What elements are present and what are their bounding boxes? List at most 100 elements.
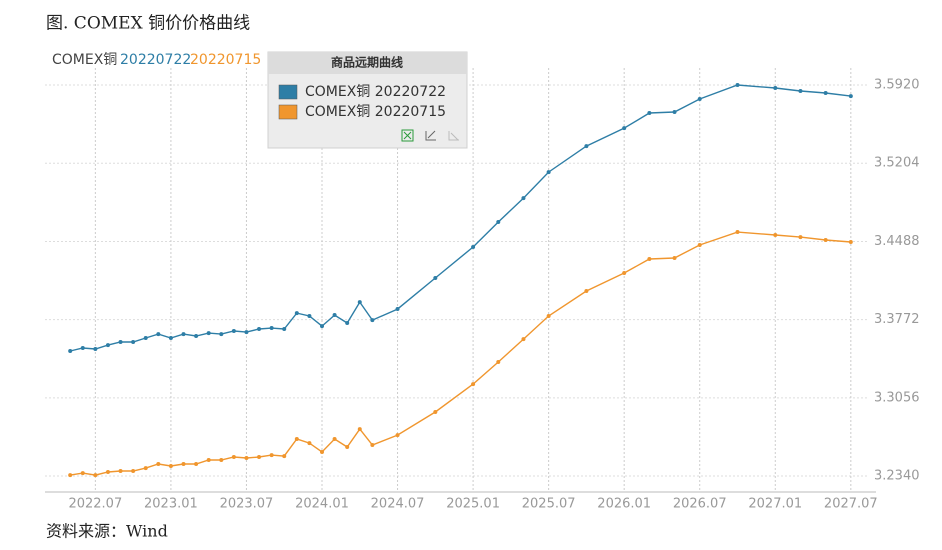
point [143, 466, 148, 471]
y-tick-label: 3.5204 [874, 156, 920, 171]
point [798, 89, 803, 94]
x-tick-label: 2024.01 [295, 497, 349, 512]
point [294, 437, 299, 442]
point [80, 346, 85, 351]
point [332, 437, 337, 442]
legend-label: COMEX铜 20220715 [305, 104, 446, 120]
point [622, 126, 627, 131]
point [68, 473, 73, 478]
x-tick-label: 2024.07 [371, 497, 425, 512]
legend-date: 20220715 [190, 52, 261, 68]
point [395, 307, 400, 312]
point [546, 170, 551, 175]
point [244, 456, 249, 461]
point [735, 83, 740, 88]
point [131, 340, 136, 345]
point [622, 271, 627, 276]
icon[interactable] [403, 131, 412, 140]
point [735, 230, 740, 235]
icon[interactable] [425, 130, 436, 141]
point [357, 427, 362, 432]
x-tick-label: 2022.07 [68, 497, 122, 512]
point [848, 94, 853, 99]
point [546, 314, 551, 319]
y-tick-label: 3.4488 [874, 234, 920, 249]
icon[interactable] [448, 131, 459, 141]
icon[interactable] [401, 129, 414, 142]
point [231, 455, 236, 460]
point [168, 335, 173, 340]
point [672, 110, 677, 115]
point [143, 335, 148, 340]
y-tick-label: 3.2340 [874, 469, 920, 484]
point [357, 300, 362, 305]
point [320, 450, 324, 455]
point [68, 348, 73, 353]
x-tick-label: 2023.07 [220, 497, 274, 512]
point [244, 330, 249, 335]
point [194, 462, 199, 467]
legend-prefix: COMEX铜 [52, 52, 117, 68]
point [257, 327, 262, 332]
x-tick-label: 2023.01 [144, 497, 198, 512]
point [168, 464, 173, 469]
point [118, 469, 123, 474]
point [257, 455, 262, 460]
point [798, 235, 803, 240]
point [823, 91, 828, 96]
point [320, 324, 324, 329]
point [471, 245, 476, 250]
point [181, 462, 186, 467]
legend-swatch [278, 84, 298, 100]
chart-title: 图. COMEX 铜价价格曲线 [46, 14, 250, 34]
legend-date: 20220722 [120, 52, 191, 68]
point [370, 443, 375, 448]
legend-swatch [278, 104, 298, 120]
point [496, 220, 501, 225]
series-line [70, 231, 851, 476]
point [433, 276, 438, 281]
legend: 商品远期曲线 COMEX铜 20220722 COMEX铜 20220715 [267, 51, 468, 149]
point [471, 382, 476, 387]
point [219, 457, 224, 462]
point [370, 318, 375, 323]
point [823, 238, 828, 243]
x-tick-label: 2026.01 [597, 497, 651, 512]
point [697, 243, 702, 248]
point [345, 321, 350, 326]
x-tick-label: 2025.07 [522, 497, 576, 512]
point [105, 343, 110, 348]
point [206, 457, 211, 462]
point [433, 410, 438, 415]
legend-header [268, 52, 467, 74]
legend-label: COMEX铜 20220722 [305, 84, 446, 100]
point [307, 441, 312, 446]
point [206, 331, 211, 336]
y-tick-label: 3.3056 [874, 390, 920, 405]
x-tick-label: 2027.07 [824, 497, 878, 512]
legend-title: 商品远期曲线 [331, 55, 403, 70]
point [672, 256, 677, 261]
point [307, 314, 312, 319]
point [294, 311, 299, 316]
point [773, 85, 778, 90]
plot-area: 3.2340 3.3056 3.3772 3.4488 3.5204 3.5920 2022… [45, 68, 920, 512]
point [231, 329, 236, 334]
x-tick-label: 2025.01 [446, 497, 500, 512]
point [282, 327, 287, 332]
point [521, 196, 526, 201]
point [80, 471, 85, 476]
point [697, 97, 702, 102]
point [269, 326, 274, 331]
point [269, 453, 274, 458]
x-tick-label: 2027.01 [748, 497, 802, 512]
point [647, 110, 652, 115]
point [105, 470, 110, 475]
y-tick-label: 3.3772 [874, 312, 920, 327]
point [848, 239, 853, 244]
point [584, 289, 589, 294]
point [345, 445, 350, 450]
point [282, 454, 287, 459]
point [773, 233, 778, 238]
